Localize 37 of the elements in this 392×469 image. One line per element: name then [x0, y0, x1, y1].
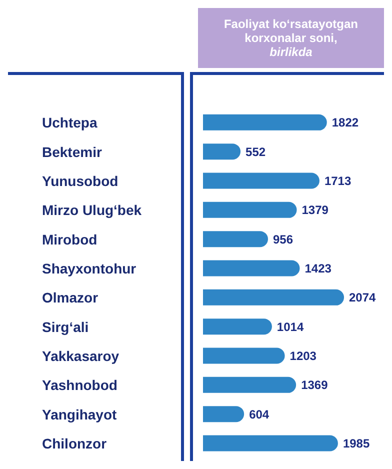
bar — [203, 260, 300, 276]
y-tick-label: Mirobod — [42, 231, 98, 248]
data-label: 956 — [272, 232, 294, 246]
bar — [203, 114, 327, 130]
bar — [203, 348, 285, 364]
y-tick-label: Bektemir — [42, 144, 102, 160]
y-tick-label: Yunusobod — [42, 172, 118, 189]
data-label: 604 — [249, 407, 270, 422]
bar — [203, 376, 296, 393]
bar — [203, 289, 344, 306]
bar — [203, 144, 241, 160]
bar — [203, 202, 297, 218]
y-tick-label: Olmazor — [42, 290, 99, 306]
bar — [203, 435, 338, 452]
y-tick-label: Yangihayot — [42, 406, 118, 422]
bar — [203, 318, 272, 335]
bar — [203, 172, 320, 189]
bar — [203, 406, 244, 422]
data-label: 1379 — [302, 203, 329, 218]
data-label: 1985 — [342, 436, 370, 451]
data-label: 1014 — [276, 320, 304, 334]
y-tick-label: Uchtepa — [42, 114, 98, 131]
bar — [203, 231, 268, 248]
data-label: 1203 — [290, 349, 317, 364]
data-label: 1423 — [304, 262, 332, 276]
data-label: 1369 — [301, 378, 328, 392]
y-tick-label: Yakkasaroy — [42, 348, 120, 364]
data-label: 2074 — [349, 290, 376, 305]
chart-subtitle: birlikda — [268, 45, 314, 59]
data-label: 1713 — [324, 174, 352, 188]
y-tick-label: Yashnobod — [42, 377, 118, 394]
data-label: 552 — [246, 144, 266, 159]
y-tick-label: Mirzo Ulug‘bek — [42, 202, 142, 218]
data-label: 1822 — [332, 116, 359, 130]
y-tick-label: Chilonzor — [42, 435, 108, 452]
y-tick-label: Shayxontohur — [42, 260, 137, 276]
y-tick-label: Sirg‘ali — [42, 318, 89, 335]
